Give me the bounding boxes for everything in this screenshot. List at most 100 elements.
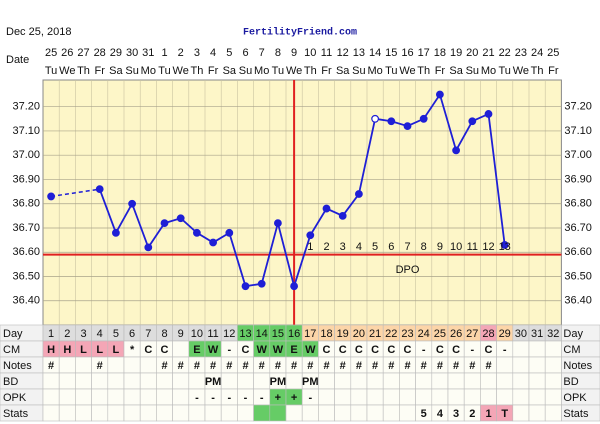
cell-text: 1 bbox=[485, 408, 491, 420]
cell-text: C bbox=[371, 344, 379, 356]
table-cell bbox=[42, 404, 60, 422]
table-cell bbox=[350, 388, 368, 406]
weekday-label: Su bbox=[352, 65, 365, 77]
y-tick-label-right: 36.40 bbox=[564, 295, 592, 307]
date-label: 23 bbox=[515, 47, 527, 59]
table-cell bbox=[220, 372, 238, 390]
cell-text: PM bbox=[270, 376, 287, 388]
table-cell bbox=[269, 404, 287, 422]
table-cell bbox=[399, 404, 416, 422]
date-label: 5 bbox=[226, 47, 232, 59]
table-cell bbox=[172, 372, 190, 390]
cell-text: C bbox=[323, 344, 331, 356]
table-cell bbox=[318, 372, 335, 390]
cell-text: 2 bbox=[64, 328, 70, 340]
temperature-point bbox=[403, 122, 412, 130]
dpo-label: 2 bbox=[323, 241, 329, 253]
table-cell bbox=[496, 372, 514, 390]
temperature-point bbox=[355, 190, 363, 198]
dpo-label: 9 bbox=[437, 241, 443, 253]
cell-text: 1 bbox=[48, 328, 54, 340]
cell-text: # bbox=[323, 360, 329, 372]
table-cell bbox=[528, 388, 546, 406]
weekday-label: Th bbox=[77, 65, 90, 77]
weekday-label: Sa bbox=[449, 65, 463, 77]
date-label: 2 bbox=[178, 47, 184, 59]
row-label-right: Notes bbox=[563, 360, 592, 372]
cell-text: C bbox=[485, 344, 493, 356]
y-tick-label: 37.10 bbox=[12, 125, 40, 137]
table-cell bbox=[480, 388, 497, 406]
cell-text: 7 bbox=[145, 328, 151, 340]
cell-text: # bbox=[97, 360, 103, 372]
cell-text: T bbox=[501, 408, 508, 420]
cell-text: # bbox=[275, 360, 281, 372]
cell-text: 4 bbox=[437, 408, 444, 420]
table-cell bbox=[334, 372, 352, 390]
chart-date: Dec 25, 2018 bbox=[6, 26, 71, 38]
y-tick-label-right: 36.50 bbox=[564, 270, 592, 282]
temperature-point bbox=[225, 228, 234, 237]
table-cell bbox=[75, 356, 92, 374]
table-cell bbox=[366, 388, 384, 406]
cell-text: 8 bbox=[161, 328, 167, 340]
temperature-point bbox=[209, 238, 218, 247]
cell-text: 4 bbox=[97, 328, 103, 340]
date-label: 9 bbox=[291, 47, 297, 59]
cell-text: 13 bbox=[239, 328, 251, 340]
table-cell bbox=[544, 340, 562, 358]
cell-text: # bbox=[291, 360, 297, 372]
table-cell bbox=[156, 372, 173, 390]
temperature-point bbox=[257, 279, 266, 288]
temperature-point bbox=[371, 114, 380, 123]
weekday-label: Tu bbox=[158, 65, 170, 77]
table-cell bbox=[139, 404, 157, 422]
cell-text: H bbox=[63, 344, 71, 356]
table-cell bbox=[75, 388, 92, 406]
cell-text: 3 bbox=[453, 408, 459, 420]
cell-text: E bbox=[290, 344, 297, 356]
table-cell bbox=[334, 388, 352, 406]
cell-text: + bbox=[291, 392, 297, 404]
cell-text: - bbox=[260, 392, 264, 404]
y-tick-label-right: 36.70 bbox=[564, 222, 592, 234]
y-tick-label-right: 37.00 bbox=[564, 149, 592, 161]
date-label: 25 bbox=[547, 47, 559, 59]
dpo-label: 12 bbox=[482, 241, 494, 253]
dpo-label: 8 bbox=[421, 241, 427, 253]
cell-text: - bbox=[211, 392, 215, 404]
cell-text: 26 bbox=[450, 328, 462, 340]
cell-text: 5 bbox=[113, 328, 119, 340]
cell-text: # bbox=[372, 360, 378, 372]
weekday-label: We bbox=[399, 65, 415, 77]
cell-text: # bbox=[356, 360, 362, 372]
cell-text: # bbox=[259, 360, 265, 372]
cell-text: # bbox=[307, 360, 313, 372]
table-cell bbox=[447, 372, 465, 390]
date-label: 19 bbox=[450, 47, 462, 59]
weekday-label: We bbox=[59, 65, 75, 77]
temperature-point bbox=[274, 219, 282, 228]
cell-text: C bbox=[339, 344, 347, 356]
row-label-right: BD bbox=[563, 376, 578, 388]
weekday-label: Th bbox=[417, 65, 430, 77]
table-cell bbox=[544, 372, 562, 390]
table-cell bbox=[431, 372, 449, 390]
temperature-point bbox=[387, 117, 396, 126]
date-label: 18 bbox=[434, 47, 446, 59]
cell-text: 10 bbox=[191, 328, 203, 340]
cell-text: W bbox=[305, 344, 316, 356]
table-cell bbox=[399, 388, 416, 406]
weekday-label: Tu bbox=[45, 65, 57, 77]
table-cell bbox=[512, 404, 530, 422]
table-cell bbox=[42, 388, 60, 406]
cell-text: # bbox=[469, 360, 475, 372]
table-cell bbox=[415, 372, 433, 390]
site-title[interactable]: FertilityFriend.com bbox=[243, 27, 357, 39]
cell-text: 2 bbox=[469, 408, 475, 420]
cell-text: * bbox=[130, 344, 135, 356]
date-label: 30 bbox=[126, 47, 138, 59]
cell-text: - bbox=[308, 392, 312, 404]
table-cell bbox=[42, 372, 60, 390]
table-cell bbox=[334, 404, 352, 422]
